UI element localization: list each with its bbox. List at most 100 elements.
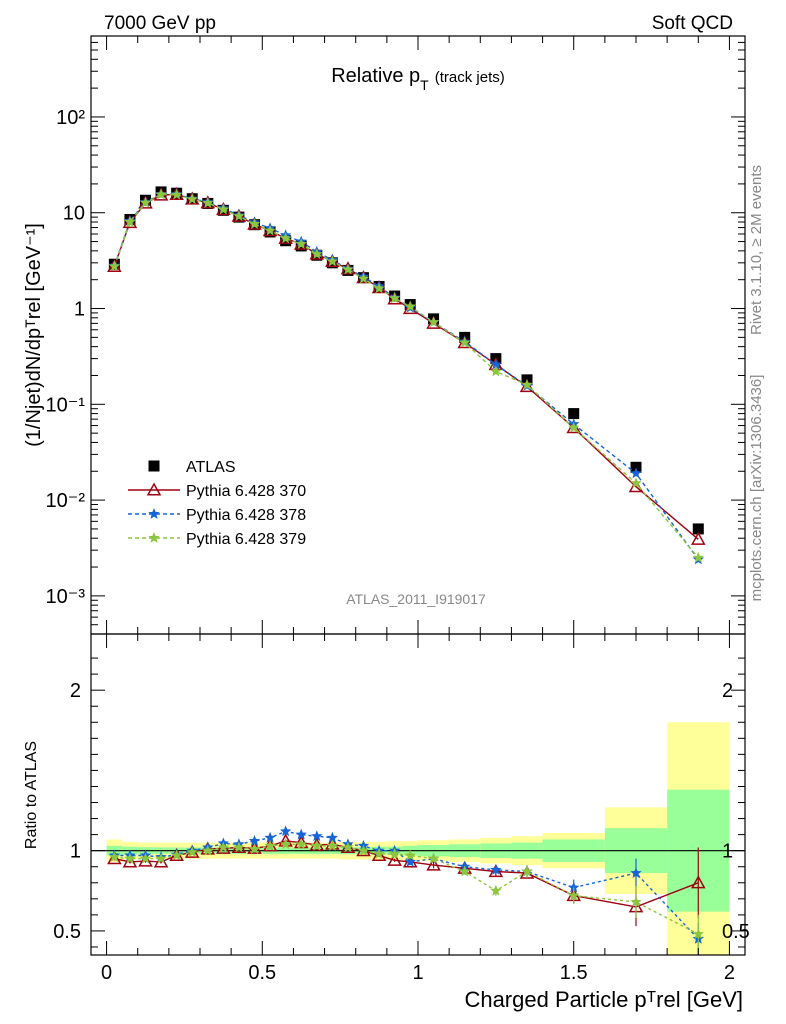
data-point bbox=[357, 272, 370, 284]
data-point bbox=[388, 292, 401, 304]
data-point bbox=[217, 203, 230, 215]
ratio-point bbox=[293, 835, 309, 849]
ratio-point bbox=[459, 865, 471, 877]
y-tick-label: 1 bbox=[74, 299, 85, 321]
main-panel: 10⁻³ 10⁻² 10⁻¹ 1 10 10² Relative pT (track jets… bbox=[23, 35, 746, 635]
legend-marker bbox=[148, 508, 160, 519]
legend-label: Pythia 6.428 379 bbox=[186, 531, 306, 548]
header-left: 7000 GeV pp bbox=[104, 13, 216, 34]
ratio-point bbox=[427, 852, 440, 864]
data-point bbox=[295, 238, 307, 249]
ratio-point bbox=[279, 825, 292, 837]
chart-title: Relative pT (track jets) bbox=[331, 65, 505, 93]
data-point bbox=[233, 210, 245, 222]
ratio-panel: 0.5 0.5 1 1 2 2 0 0.5 1 1.5 2 Ratio to ATLAS Charged… bbox=[23, 633, 750, 1012]
ratio-y-tick-label-right: 1 bbox=[722, 841, 733, 863]
data-point bbox=[311, 248, 323, 259]
x-axis-label: Charged Particle pᵀrel [GeV] bbox=[464, 987, 743, 1012]
ratio-point bbox=[426, 857, 441, 871]
ratio-point bbox=[342, 841, 354, 853]
y-tick-label: 10⁻³ bbox=[46, 586, 86, 608]
legend-label: Pythia 6.428 370 bbox=[186, 483, 306, 500]
x-tick-label: 1.5 bbox=[560, 962, 588, 984]
ratio-point bbox=[325, 836, 340, 850]
ratio-point bbox=[630, 896, 642, 907]
data-point bbox=[108, 260, 121, 272]
ratio-point bbox=[264, 839, 276, 851]
ratio-point bbox=[691, 875, 706, 889]
ratio-point bbox=[124, 852, 136, 864]
ratio-point bbox=[326, 831, 339, 843]
data-point bbox=[155, 188, 167, 200]
analysis-tag: ATLAS_2011_I919017 bbox=[346, 591, 486, 607]
data-point bbox=[248, 218, 261, 229]
data-point bbox=[692, 523, 704, 535]
ratio-point bbox=[264, 831, 276, 843]
ratio-point bbox=[521, 865, 533, 877]
ratio-point bbox=[186, 846, 198, 858]
data-point bbox=[427, 316, 440, 327]
data-point bbox=[264, 224, 276, 236]
data-point bbox=[186, 193, 198, 205]
data-point bbox=[691, 531, 706, 545]
legend-marker bbox=[146, 482, 162, 496]
ratio-point bbox=[122, 854, 138, 868]
ratio-point bbox=[311, 830, 323, 842]
data-point bbox=[202, 197, 214, 208]
ratio-point bbox=[248, 843, 261, 854]
ratio-point bbox=[248, 835, 261, 846]
legend-entry: ATLAS bbox=[148, 459, 236, 476]
ratio-point bbox=[326, 839, 339, 851]
x-tick-label: 2 bbox=[724, 962, 735, 984]
x-tick-label: 0.5 bbox=[248, 962, 276, 984]
ratio-point bbox=[295, 838, 307, 850]
data-point bbox=[568, 421, 580, 433]
legend-marker bbox=[148, 460, 160, 472]
ratio-point bbox=[107, 851, 122, 865]
series-line bbox=[113, 193, 699, 560]
ratio-point bbox=[568, 881, 580, 893]
ratio-point bbox=[357, 844, 370, 856]
y-tick-label: 10 bbox=[63, 203, 85, 225]
data-point bbox=[692, 551, 704, 563]
data-point bbox=[426, 315, 441, 329]
data-point bbox=[630, 461, 642, 473]
rivet-note: Rivet 3.1.10, ≥ 2M events bbox=[748, 165, 765, 335]
data-point bbox=[459, 336, 471, 348]
data-point bbox=[630, 467, 642, 479]
data-point bbox=[124, 216, 136, 227]
mcplots-note: mcplots.cern.ch [arXiv:1306.3436] bbox=[748, 375, 765, 602]
ratio-point bbox=[279, 838, 292, 850]
ratio-point bbox=[295, 828, 307, 840]
ratio-point bbox=[170, 849, 183, 861]
data-point bbox=[568, 408, 580, 420]
y-tick-label: 10⁻¹ bbox=[46, 394, 86, 416]
ratio-point bbox=[692, 928, 704, 939]
ratio-y-tick-label: 0.5 bbox=[53, 921, 81, 943]
ratio-y-tick-label-right: 0.5 bbox=[722, 921, 750, 943]
data-point bbox=[521, 378, 533, 390]
ratio-point bbox=[488, 863, 504, 878]
ratio-point bbox=[202, 844, 214, 856]
legend-entry: Pythia 6.428 378 bbox=[128, 507, 306, 524]
data-point bbox=[490, 358, 502, 370]
ratio-point bbox=[568, 889, 580, 901]
ratio-point bbox=[490, 863, 502, 875]
ratio-point bbox=[490, 884, 502, 896]
ratio-point bbox=[155, 852, 167, 864]
data-point bbox=[342, 263, 354, 275]
y-tick-label: 10⁻² bbox=[46, 490, 86, 512]
ratio-y-tick-label: 1 bbox=[70, 841, 81, 863]
ratio-series-2 bbox=[108, 838, 704, 954]
legend-marker bbox=[148, 532, 160, 543]
ratio-frame bbox=[90, 633, 746, 956]
ratio-y-tick-label-right: 2 bbox=[722, 680, 733, 702]
ratio-point bbox=[138, 853, 153, 867]
ratio-point bbox=[388, 847, 401, 859]
legend-entry: Pythia 6.428 370 bbox=[128, 482, 306, 500]
data-point bbox=[490, 365, 502, 377]
ratio-y-axis-label: Ratio to ATLAS bbox=[23, 741, 40, 849]
ratio-point bbox=[387, 852, 402, 866]
data-point bbox=[373, 282, 385, 294]
